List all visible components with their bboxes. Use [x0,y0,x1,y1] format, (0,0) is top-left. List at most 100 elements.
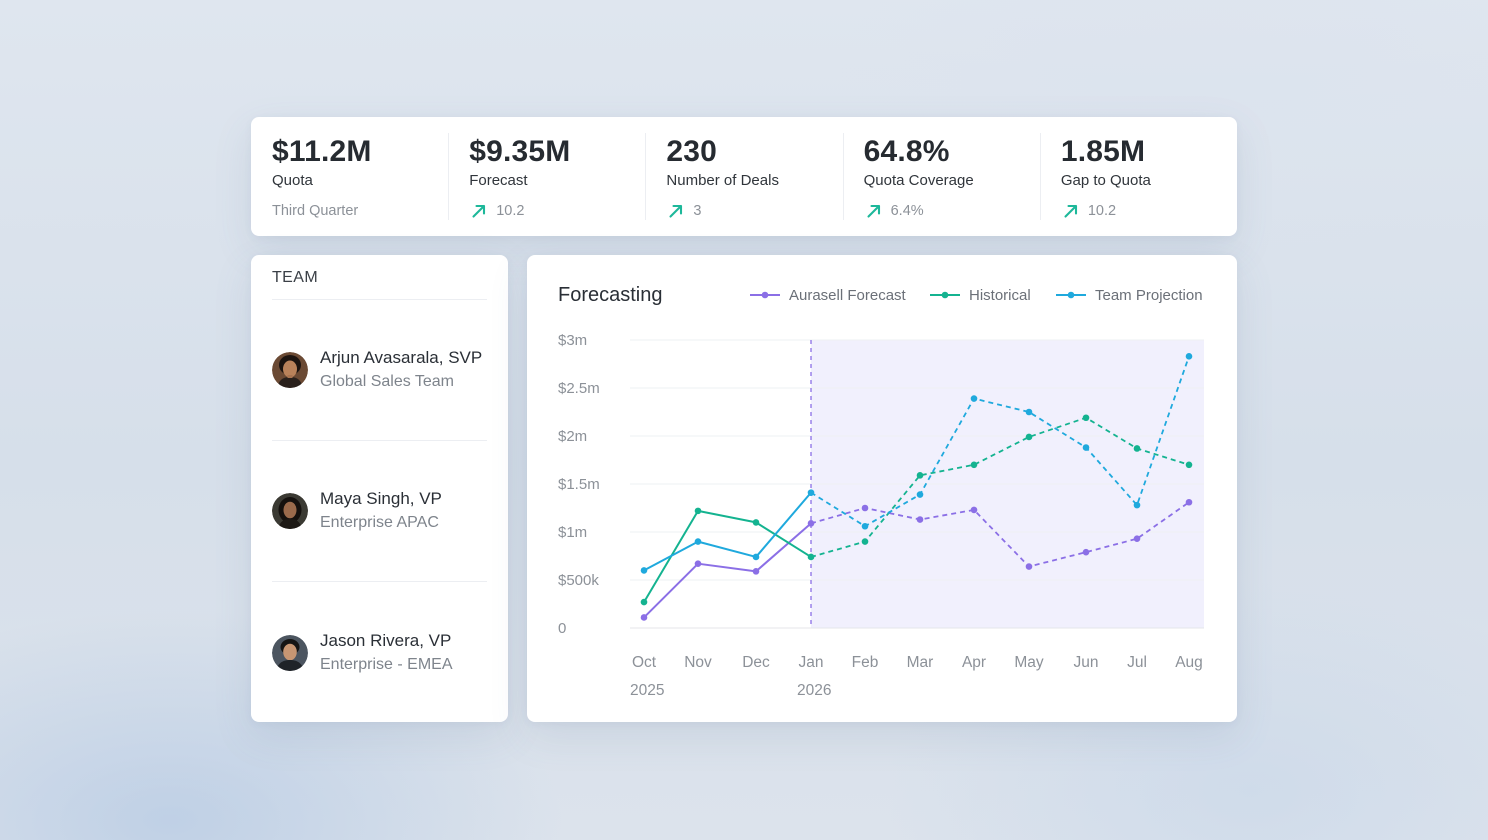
legend-swatch-dot [1067,291,1075,299]
kpi-value: 230 [666,135,718,168]
kpi-summary-card: $11.2M Quota Third Quarter $9.35M Foreca… [251,117,1237,236]
data-point [640,614,648,621]
data-point [861,504,869,512]
data-point [1025,433,1033,441]
kpi-sub-value: 10.2 [1087,203,1117,219]
kpi-value: $9.35M [469,135,571,168]
x-tick-label: Jun [1074,654,1099,671]
y-tick-label: $2m [558,428,587,445]
trend-up-icon [470,202,488,220]
y-tick-label: $1m [558,524,587,541]
data-point [752,568,760,575]
kpi-forecast[interactable]: $9.35M Forecast 10.2 [448,117,645,236]
data-point [640,567,648,574]
data-point [1025,563,1033,570]
trend-up-icon [865,202,883,220]
data-point [1025,408,1033,416]
member-info: Jason Rivera, VP Enterprise - EMEA [320,630,452,676]
kpi-gap-to-quota[interactable]: 1.85M Gap to Quota 10.2 [1039,117,1237,236]
team-card: TEAM Arjun Avasarala, SVP Global Sales T… [251,255,508,722]
kpi-value: $11.2M [272,135,372,168]
avatar [272,493,308,529]
kpi-subtext: 6.4% [864,202,1040,220]
member-name: Jason Rivera, VP [320,630,452,650]
kpi-sub-value: 10.2 [496,203,525,219]
data-point [861,538,869,545]
legend-label: Historical [969,287,1031,304]
data-point [752,519,760,526]
data-point [916,472,924,479]
kpi-label: Quota [272,172,313,189]
kpi-value: 1.85M [1060,135,1146,168]
team-member-arjun[interactable]: Arjun Avasarala, SVP Global Sales Team [272,300,487,441]
data-point [807,520,815,527]
member-info: Arjun Avasarala, SVP Global Sales Team [320,347,482,393]
data-point [1185,498,1193,506]
member-name: Arjun Avasarala, SVP [320,348,483,367]
x-year-label: 2025 [630,682,664,699]
kpi-number-of-deals[interactable]: 230 Number of Deals 3 [645,117,842,236]
kpi-quota[interactable]: $11.2M Quota Third Quarter [251,117,448,236]
data-point [1133,445,1141,452]
chart-title: Forecasting [558,284,663,306]
data-point [970,395,978,402]
data-point [916,491,924,498]
kpi-subtext: 3 [666,202,842,220]
data-point [694,507,702,515]
x-year-label: 2026 [797,682,831,699]
legend-swatch-dot [761,291,769,299]
member-info: Maya Singh, VP Enterprise APAC [320,488,442,534]
data-point [640,598,648,606]
data-point [807,489,815,496]
kpi-sub-value: 6.4% [890,203,924,219]
x-tick-label: Feb [852,654,879,671]
data-point [1133,535,1141,543]
legend-label: Aurasell Forecast [789,287,907,304]
series-line-forecast [810,416,1190,558]
x-tick-label: Mar [907,654,934,671]
y-tick-label: $3m [558,332,587,349]
kpi-sub-value: 3 [693,203,702,219]
team-title: TEAM [272,255,487,300]
x-tick-label: Nov [684,654,712,671]
data-point [1133,501,1141,509]
data-point [1185,353,1193,360]
x-tick-label: Jan [799,654,824,671]
x-tick-label: Dec [742,654,770,671]
member-team: Global Sales Team [320,373,454,390]
x-tick-label: May [1014,654,1044,671]
forecast-chart-card: Forecasting 0 $500k $1m $1.5m $2m $2.5m $3m Oct N… [527,255,1237,722]
data-point [694,538,702,545]
y-tick-label: 0 [558,620,566,637]
data-point [970,461,978,469]
x-tick-label: Aug [1175,654,1203,671]
x-tick-label: Oct [632,654,657,671]
avatar [272,634,308,671]
member-name: Maya Singh, VP [320,489,442,508]
data-point [970,506,978,514]
data-point [1082,414,1090,422]
series-line-forecast [810,501,1190,568]
data-point [1185,461,1193,469]
kpi-label: Forecast [469,172,528,189]
team-member-jason[interactable]: Jason Rivera, VP Enterprise - EMEA [272,582,487,723]
legend-label: Team Projection [1095,287,1203,304]
kpi-label: Number of Deals [666,172,779,189]
data-point [807,553,815,561]
member-team: Enterprise - EMEA [320,655,453,673]
team-member-maya[interactable]: Maya Singh, VP Enterprise APAC [272,441,487,582]
trend-up-icon [1062,202,1080,220]
member-team: Enterprise APAC [320,514,439,531]
kpi-value: 64.8% [863,135,950,168]
kpi-quota-coverage[interactable]: 64.8% Quota Coverage 6.4% [842,117,1040,236]
data-point [1082,548,1090,556]
series-line-actual [643,491,812,572]
x-tick-label: Apr [962,654,986,671]
kpi-label: Quota Coverage [863,172,974,189]
y-tick-label: $1.5m [558,476,600,493]
series-line-actual [643,522,812,619]
forecast-chart: Forecasting 0 $500k $1m $1.5m $2m $2.5m $3m Oct N… [558,284,1204,699]
data-point [752,553,760,561]
trend-up-icon [667,202,685,220]
data-point [916,516,924,523]
